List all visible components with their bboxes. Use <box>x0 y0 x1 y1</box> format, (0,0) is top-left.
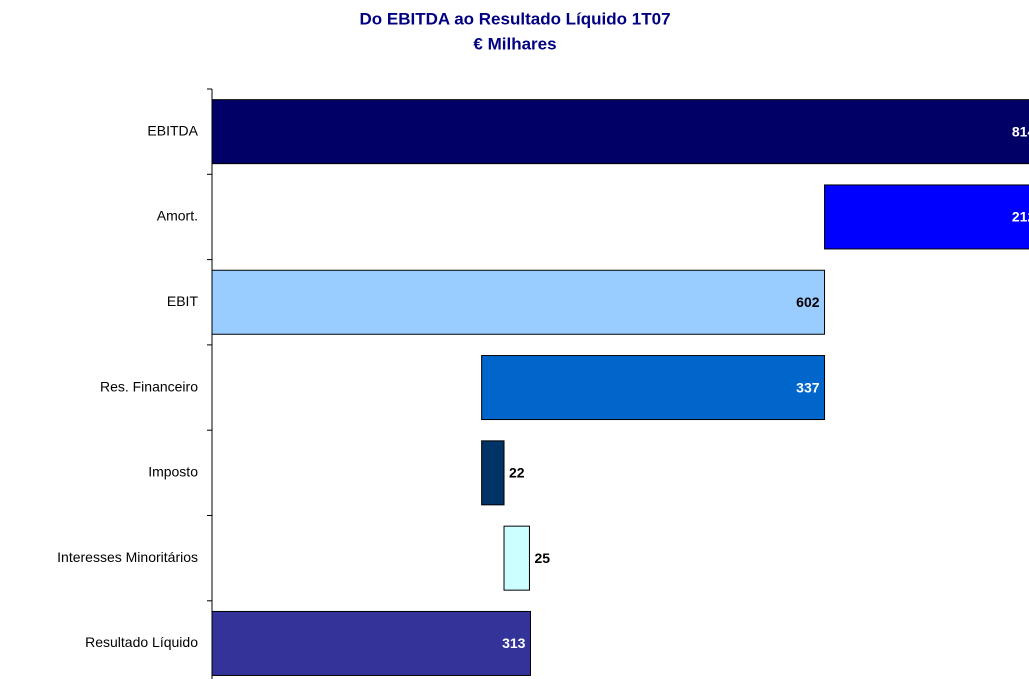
value-label: 22 <box>509 465 525 481</box>
value-label: 602 <box>796 294 820 310</box>
category-label: EBITDA <box>147 122 198 138</box>
category-label: Amort. <box>157 208 198 224</box>
bar <box>503 525 530 591</box>
value-label: 212 <box>1012 209 1029 225</box>
value-label: 337 <box>796 379 820 395</box>
bar <box>481 355 826 421</box>
value-label: 814 <box>1012 123 1029 139</box>
bar <box>211 610 531 676</box>
chart-title: Do EBITDA ao Resultado Líquido 1T07 <box>359 9 670 28</box>
bar <box>211 99 1029 165</box>
category-label: Resultado Líquido <box>85 634 198 650</box>
chart-subtitle: € Milhares <box>473 34 556 53</box>
category-label: Imposto <box>148 464 198 480</box>
bar <box>481 440 505 506</box>
category-label: Interesses Minoritários <box>57 549 198 565</box>
category-label: Res. Financeiro <box>100 378 198 394</box>
value-label: 25 <box>534 550 550 566</box>
value-label: 313 <box>502 635 526 651</box>
bar <box>824 184 1029 250</box>
category-label: EBIT <box>167 293 199 309</box>
bar <box>211 269 826 335</box>
